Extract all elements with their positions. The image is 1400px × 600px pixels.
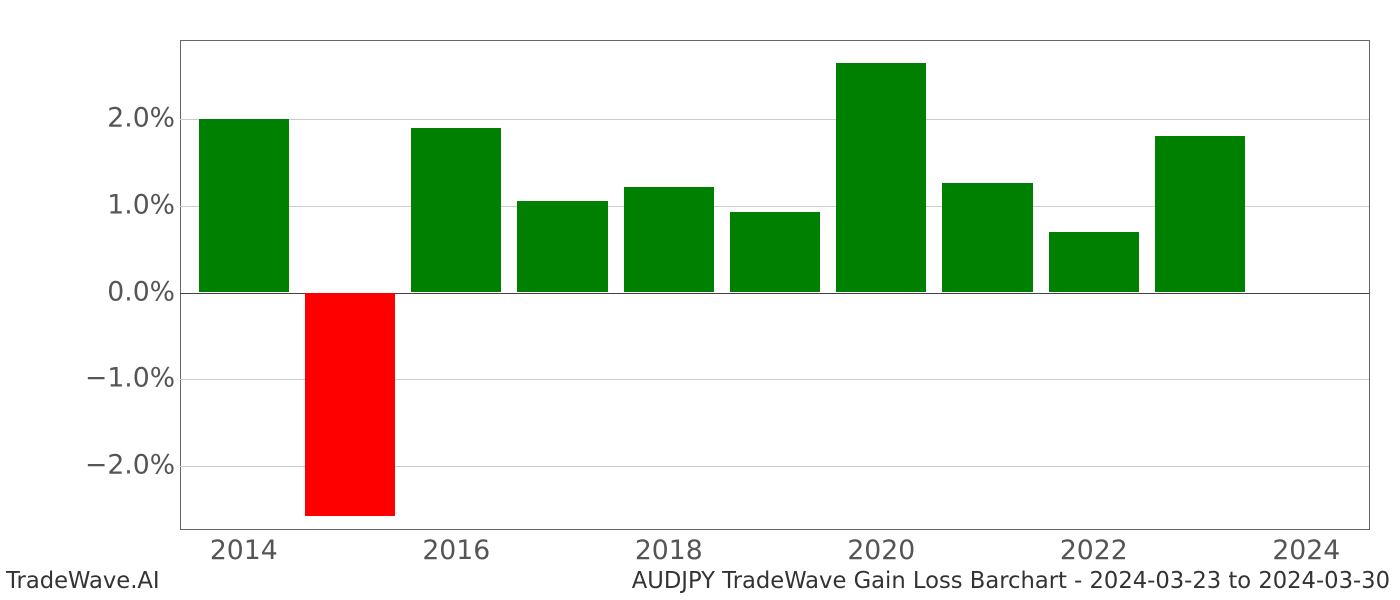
bar-2016: [411, 128, 501, 293]
gain-loss-barchart: −2.0% −1.0% 0.0% 1.0% 2.0% 2014 2016 2018 2020 2…: [0, 0, 1400, 600]
footer-brand: TradeWave.AI: [6, 568, 160, 594]
bar-2019: [730, 212, 820, 293]
x-tick-label: 2022: [1060, 535, 1128, 566]
y-tick-label: 0.0%: [85, 276, 175, 307]
bar-2021: [942, 183, 1032, 292]
bar-2014: [199, 119, 289, 292]
y-tick-label: −1.0%: [85, 363, 175, 394]
y-tick-label: −2.0%: [85, 449, 175, 480]
bar-2022: [1049, 232, 1139, 293]
bar-2017: [517, 201, 607, 292]
x-tick-label: 2020: [847, 535, 915, 566]
axis-spine-left: [180, 41, 181, 530]
bar-2023: [1155, 136, 1245, 292]
x-tick-label: 2024: [1272, 535, 1340, 566]
x-tick-label: 2018: [635, 535, 703, 566]
bar-2020: [836, 63, 926, 293]
x-tick-label: 2016: [422, 535, 490, 566]
y-tick-label: 1.0%: [85, 189, 175, 220]
bar-2018: [624, 187, 714, 293]
footer-caption: AUDJPY TradeWave Gain Loss Barchart - 20…: [632, 568, 1390, 594]
footer-caption-text: AUDJPY TradeWave Gain Loss Barchart - 20…: [632, 568, 1390, 594]
gridline: [180, 119, 1369, 120]
plot-area: [180, 40, 1370, 530]
x-tick-label: 2014: [210, 535, 278, 566]
footer-brand-text: TradeWave.AI: [6, 568, 160, 594]
axis-spine-bottom: [180, 529, 1369, 530]
bar-2015: [305, 293, 395, 517]
y-tick-label: 2.0%: [85, 103, 175, 134]
